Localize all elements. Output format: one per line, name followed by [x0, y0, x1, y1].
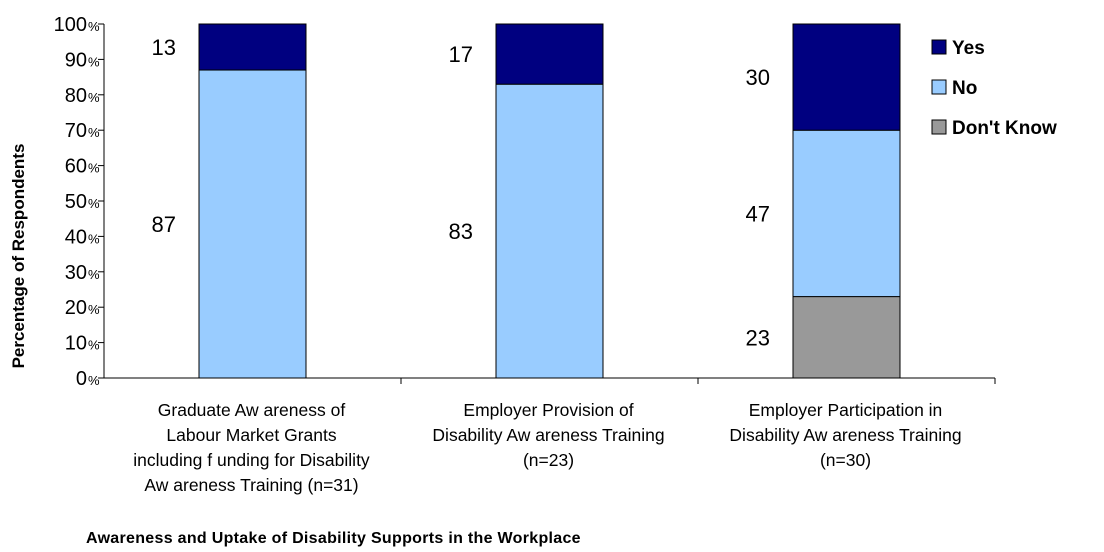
- y-tick-label: 40: [65, 226, 87, 248]
- legend-label: Yes: [952, 38, 985, 59]
- x-category-label: Graduate Aw areness of: [158, 400, 346, 420]
- x-category-label: Aw areness Training (n=31): [144, 475, 358, 495]
- data-label: 23: [746, 325, 770, 350]
- y-tick-label: 90: [65, 49, 87, 71]
- y-tick-unit: %: [88, 302, 100, 317]
- bar-segment-yes: [495, 23, 604, 85]
- y-axis-title: Percentage of Respondents: [9, 144, 28, 369]
- y-tick-label: 10: [65, 333, 87, 355]
- plot-area: 0 %10 %20 %30 %40 %50 %60 %70 %80 %90 %100 %8713Gra…: [54, 14, 996, 495]
- x-category-label: (n=30): [820, 450, 871, 470]
- legend-label: Don't Know: [952, 118, 1057, 139]
- data-label: 13: [152, 35, 176, 60]
- data-label: 30: [746, 65, 770, 90]
- y-tick-label: 60: [65, 156, 87, 178]
- y-tick-unit: %: [88, 373, 100, 388]
- y-tick-label: 30: [65, 262, 87, 284]
- y-tick-unit: %: [88, 19, 100, 34]
- legend: Yes No Don't Know: [931, 38, 1057, 139]
- bar-segment-no: [792, 129, 901, 298]
- y-tick-label: 0: [76, 368, 87, 390]
- y-tick-unit: %: [88, 161, 100, 176]
- y-tick-label: 100: [54, 14, 87, 36]
- x-category-label: Disability Aw areness Training: [729, 425, 961, 445]
- y-tick-label: 70: [65, 120, 87, 142]
- data-label: 47: [746, 201, 770, 226]
- x-category-label: Disability Aw areness Training: [432, 425, 664, 445]
- y-tick-unit: %: [88, 125, 100, 140]
- x-category-label: Employer Provision of: [463, 400, 633, 420]
- x-category-label: including f unding for Disability: [133, 450, 370, 470]
- x-category-label: (n=23): [523, 450, 574, 470]
- bar-segment-no: [495, 83, 604, 379]
- bar-segment-yes: [198, 23, 307, 71]
- y-tick-label: 50: [65, 191, 87, 213]
- data-label: 87: [152, 212, 176, 237]
- y-tick-label: 20: [65, 297, 87, 319]
- y-tick-unit: %: [88, 231, 100, 246]
- bar-segment-no: [198, 69, 307, 379]
- chart-caption: Awareness and Uptake of Disability Suppo…: [86, 530, 581, 547]
- y-tick-unit: %: [88, 90, 100, 105]
- x-category-label: Labour Market Grants: [166, 425, 336, 445]
- data-label: 83: [449, 219, 473, 244]
- x-category-label: Employer Participation in: [749, 400, 943, 420]
- y-tick-unit: %: [88, 196, 100, 211]
- data-label: 17: [449, 42, 473, 67]
- y-tick-label: 80: [65, 85, 87, 107]
- legend-swatch-don-t-know: [931, 119, 947, 135]
- legend-swatch-no: [931, 79, 947, 95]
- bar-segment-don-t-know: [792, 296, 901, 379]
- legend-swatch-yes: [931, 39, 947, 55]
- y-tick-unit: %: [88, 267, 100, 282]
- bar-segment-yes: [792, 23, 901, 131]
- y-tick-unit: %: [88, 338, 100, 353]
- y-tick-unit: %: [88, 54, 100, 69]
- legend-label: No: [952, 78, 977, 99]
